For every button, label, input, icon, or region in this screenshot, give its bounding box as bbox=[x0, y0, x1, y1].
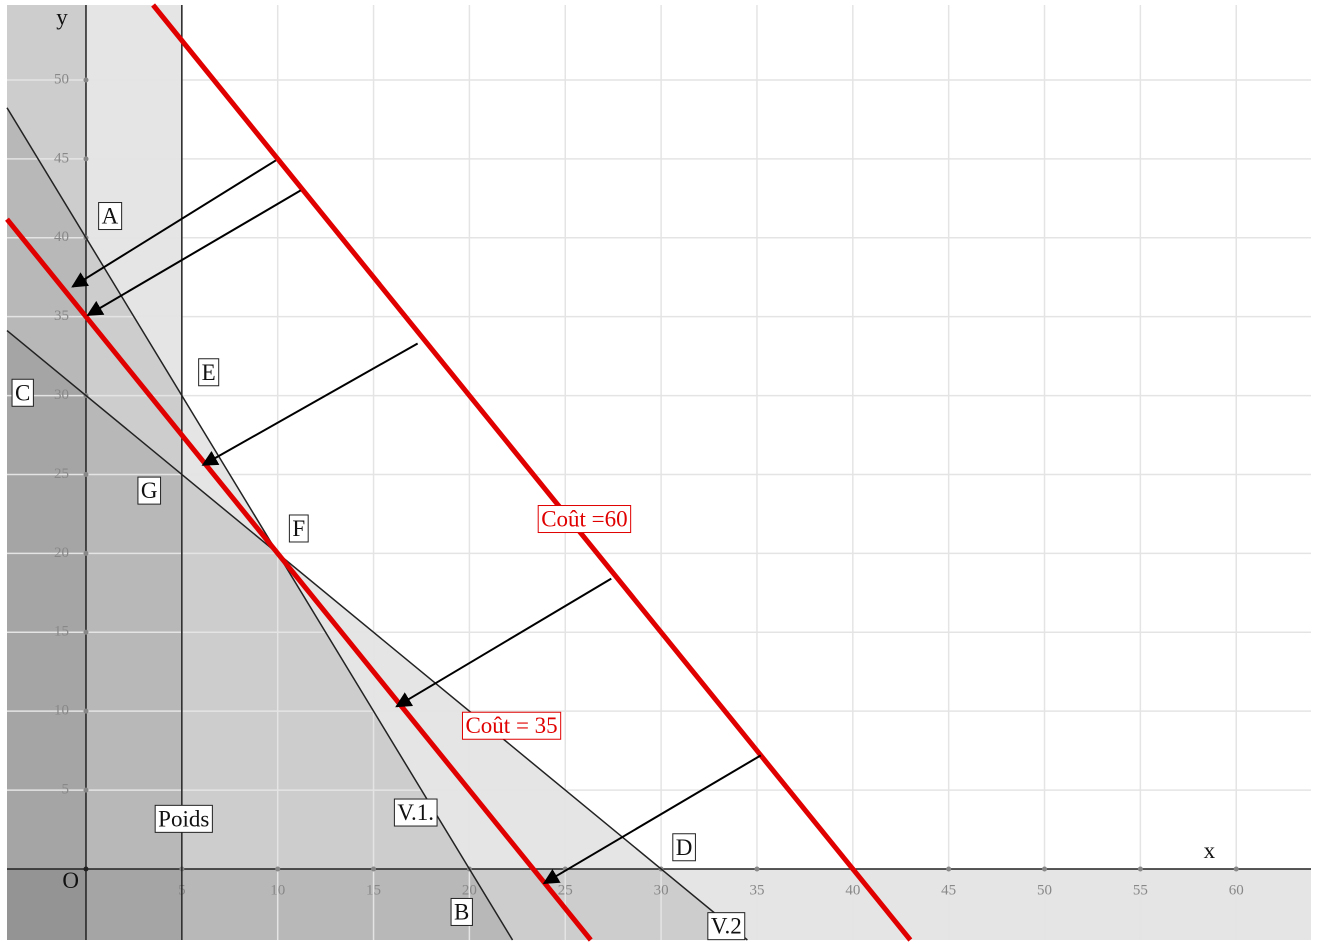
x-tick-label: 40 bbox=[845, 882, 860, 898]
y-tick-label: 10 bbox=[54, 703, 69, 719]
annotation: C bbox=[15, 380, 30, 405]
y-tick-label: 15 bbox=[54, 624, 69, 640]
annotation: D bbox=[676, 835, 693, 860]
constraint-line bbox=[151, 3, 913, 942]
x-tick-label: 45 bbox=[941, 882, 956, 898]
plot-area bbox=[7, 5, 1311, 940]
x-tick-label: 60 bbox=[1229, 882, 1244, 898]
annotation: Poids bbox=[158, 806, 209, 831]
x-tick-label: 50 bbox=[1037, 882, 1052, 898]
tick-mark bbox=[946, 866, 952, 872]
annotation: V.1. bbox=[397, 800, 434, 825]
arrow bbox=[201, 342, 419, 466]
annotation-box bbox=[461, 711, 562, 740]
y-tick-label: 30 bbox=[54, 387, 69, 403]
annotation-box bbox=[288, 514, 309, 543]
arrow bbox=[395, 577, 612, 708]
tick-mark bbox=[754, 866, 760, 872]
tick-mark bbox=[83, 550, 89, 556]
tick-mark bbox=[1042, 866, 1048, 872]
y-tick-label: 5 bbox=[61, 782, 69, 798]
annotation: x bbox=[1204, 838, 1216, 863]
annotation: V.2 bbox=[711, 914, 742, 939]
x-tick-label: 25 bbox=[558, 882, 573, 898]
tick-mark bbox=[83, 471, 89, 477]
shading bbox=[7, 5, 182, 940]
annotation-box bbox=[393, 798, 438, 827]
y-tick-label: 50 bbox=[54, 71, 69, 87]
y-tick-label: 40 bbox=[54, 229, 69, 245]
y-tick-label: 35 bbox=[54, 308, 69, 324]
shading bbox=[7, 868, 1311, 940]
arrow bbox=[71, 159, 277, 288]
x-tick-label: 20 bbox=[462, 882, 477, 898]
arrow bbox=[86, 189, 302, 316]
tick-mark bbox=[371, 866, 377, 872]
annotation-box bbox=[98, 202, 123, 231]
annotation-box bbox=[198, 358, 220, 387]
origin-dot bbox=[83, 866, 89, 872]
annotation-box bbox=[672, 833, 696, 862]
annotation: A bbox=[102, 204, 119, 229]
annotation-box bbox=[137, 476, 162, 505]
y-tick-label: 25 bbox=[54, 466, 69, 482]
y-tick-label: 20 bbox=[54, 545, 69, 561]
annotation: Coût = 35 bbox=[465, 713, 557, 738]
x-tick-label: 10 bbox=[270, 882, 285, 898]
annotation: y bbox=[56, 5, 68, 30]
annotation: G bbox=[141, 478, 158, 503]
x-tick-label: 55 bbox=[1133, 882, 1148, 898]
tick-mark bbox=[83, 708, 89, 714]
tick-mark bbox=[275, 866, 281, 872]
shading bbox=[7, 5, 86, 940]
annotation-box bbox=[154, 804, 213, 833]
annotation: F bbox=[292, 516, 305, 541]
x-tick-label: 15 bbox=[366, 882, 381, 898]
annotation-box bbox=[537, 505, 632, 534]
annotation: E bbox=[202, 360, 216, 385]
tick-mark bbox=[83, 156, 89, 162]
annotation: O bbox=[62, 868, 79, 893]
annotation-box bbox=[707, 912, 746, 941]
annotation-box bbox=[450, 897, 473, 926]
annotation: Coût =60 bbox=[541, 507, 627, 532]
annotation-box bbox=[11, 378, 34, 407]
constraint-line bbox=[5, 217, 593, 942]
tick-mark bbox=[1233, 866, 1239, 872]
tick-mark bbox=[83, 787, 89, 793]
tick-mark bbox=[83, 77, 89, 83]
x-tick-label: 30 bbox=[654, 882, 669, 898]
annotation: B bbox=[454, 899, 469, 924]
y-tick-label: 45 bbox=[54, 150, 69, 166]
tick-mark bbox=[1137, 866, 1143, 872]
constraint-line bbox=[6, 329, 748, 941]
tick-mark bbox=[83, 629, 89, 635]
x-tick-label: 35 bbox=[749, 882, 764, 898]
arrow bbox=[542, 754, 762, 885]
